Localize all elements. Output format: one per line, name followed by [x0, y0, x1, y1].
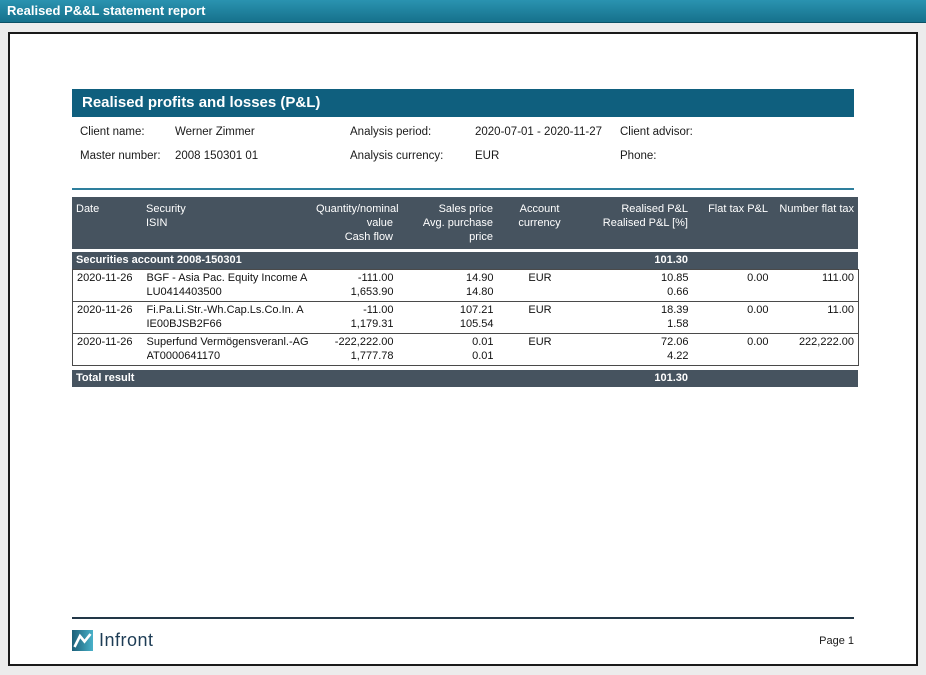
- analysis-period-value: 2020-07-01 - 2020-11-27: [475, 126, 603, 138]
- cell-currency: EUR: [497, 301, 583, 334]
- cell-flat-tax-pnl: 0.00: [692, 301, 773, 334]
- securities-account-realised-pnl: 101.30: [582, 252, 693, 269]
- window-title-bar[interactable]: Realised P&&L statement report: [0, 0, 926, 23]
- cell-quantity: -11.00 1,179.31: [312, 301, 398, 334]
- cell-realised-pnl: 10.85 0.66: [660, 272, 689, 298]
- cell-date: 2020-11-26: [77, 272, 133, 284]
- report-footer: Infront Page 1: [10, 617, 916, 664]
- col-date: Date: [72, 197, 142, 249]
- brand-logo: Infront: [72, 630, 154, 651]
- analysis-period-label: Analysis period:: [350, 126, 432, 138]
- cell-date: 2020-11-26: [72, 333, 143, 366]
- cell-number-flat-tax: 222,222.00: [772, 333, 859, 366]
- table-header: Date Security ISIN Quantity/nominal value…: [72, 197, 858, 249]
- infront-logo-icon: [72, 630, 93, 651]
- table-row: 2020-11-26 Superfund Vermögensveranl.-AG…: [72, 333, 859, 366]
- table-header-row: Date Security ISIN Quantity/nominal value…: [72, 197, 858, 249]
- col-quantity: Quantity/nominal value Cash flow: [312, 197, 399, 249]
- cell-security: BGF - Asia Pac. Equity Income A LU041440…: [146, 272, 308, 298]
- table-body: 2020-11-26 BGF - Asia Pac. Equity Income…: [72, 269, 859, 366]
- section-divider: [72, 188, 854, 190]
- total-result-realised-pnl: 101.30: [582, 370, 692, 387]
- table-row: 2020-11-26 Fi.Pa.Li.Str.-Wh.Cap.Ls.Co.In…: [72, 301, 859, 334]
- col-number-flat-tax: Number flat tax: [772, 197, 858, 249]
- col-account-currency: Account currency: [497, 197, 582, 249]
- cell-date: 2020-11-26: [72, 301, 143, 334]
- cell-security: Superfund Vermögensveranl.-AG AT00006411…: [142, 333, 313, 366]
- analysis-currency-label: Analysis currency:: [350, 150, 444, 162]
- cell-currency: EUR: [497, 333, 583, 366]
- phone-label: Phone:: [620, 150, 657, 162]
- col-flat-tax-pnl: Flat tax P&L: [692, 197, 772, 249]
- cell-flat-tax-pnl: 0.00: [692, 333, 773, 366]
- cell-realised-pnl: 18.39 1.58: [582, 301, 693, 334]
- window-title: Realised P&&L statement report: [7, 3, 206, 18]
- cell-currency: EUR: [528, 272, 552, 284]
- securities-account-label: Securities account 2008-150301: [72, 252, 583, 269]
- cell-flat-tax-pnl: 0.00: [747, 272, 769, 284]
- cell-quantity: -111.00 1,653.90: [350, 272, 394, 298]
- client-name-label: Client name:: [80, 126, 145, 138]
- total-result-row: Total result 101.30: [72, 370, 858, 387]
- report-page: Realised profits and losses (P&L) Client…: [8, 32, 918, 666]
- client-info: Client name: Werner Zimmer Analysis peri…: [72, 125, 854, 164]
- master-number-value: 2008 150301 01: [175, 150, 259, 162]
- col-realised-pnl: Realised P&L Realised P&L [%]: [582, 197, 692, 249]
- cell-sales-price: 0.01 0.01: [397, 333, 498, 366]
- report-title-bar: Realised profits and losses (P&L): [72, 89, 854, 117]
- client-advisor-label: Client advisor:: [620, 126, 693, 138]
- analysis-currency-value: EUR: [475, 150, 500, 162]
- table-row: 2020-11-26 BGF - Asia Pac. Equity Income…: [73, 270, 859, 302]
- col-security: Security ISIN: [142, 197, 312, 249]
- master-number-label: Master number:: [80, 150, 161, 162]
- phone-value: [730, 149, 854, 164]
- page-number: Page 1: [819, 634, 854, 647]
- cell-quantity: -222,222.00 1,777.78: [312, 333, 398, 366]
- col-sales-price: Sales price Avg. purchase price: [397, 197, 497, 249]
- cell-sales-price: 107.21 105.54: [397, 301, 498, 334]
- report-viewport: Realised profits and losses (P&L) Client…: [0, 23, 926, 674]
- cell-sales-price: 14.90 14.80: [465, 272, 494, 298]
- securities-account-row: Securities account 2008-150301 101.30: [72, 252, 859, 269]
- brand-name: Infront: [99, 630, 154, 650]
- cell-realised-pnl: 72.06 4.22: [582, 333, 693, 366]
- total-result-label: Total result: [72, 370, 582, 387]
- report-title: Realised profits and losses (P&L): [82, 94, 321, 111]
- client-advisor-value: [730, 125, 854, 140]
- cell-security: Fi.Pa.Li.Str.-Wh.Cap.Ls.Co.In. A IE00BJS…: [142, 301, 313, 334]
- cell-number-flat-tax: 111.00: [821, 272, 854, 284]
- client-name-value: Werner Zimmer: [175, 126, 255, 138]
- footer-divider: [72, 617, 854, 619]
- cell-number-flat-tax: 11.00: [772, 301, 859, 334]
